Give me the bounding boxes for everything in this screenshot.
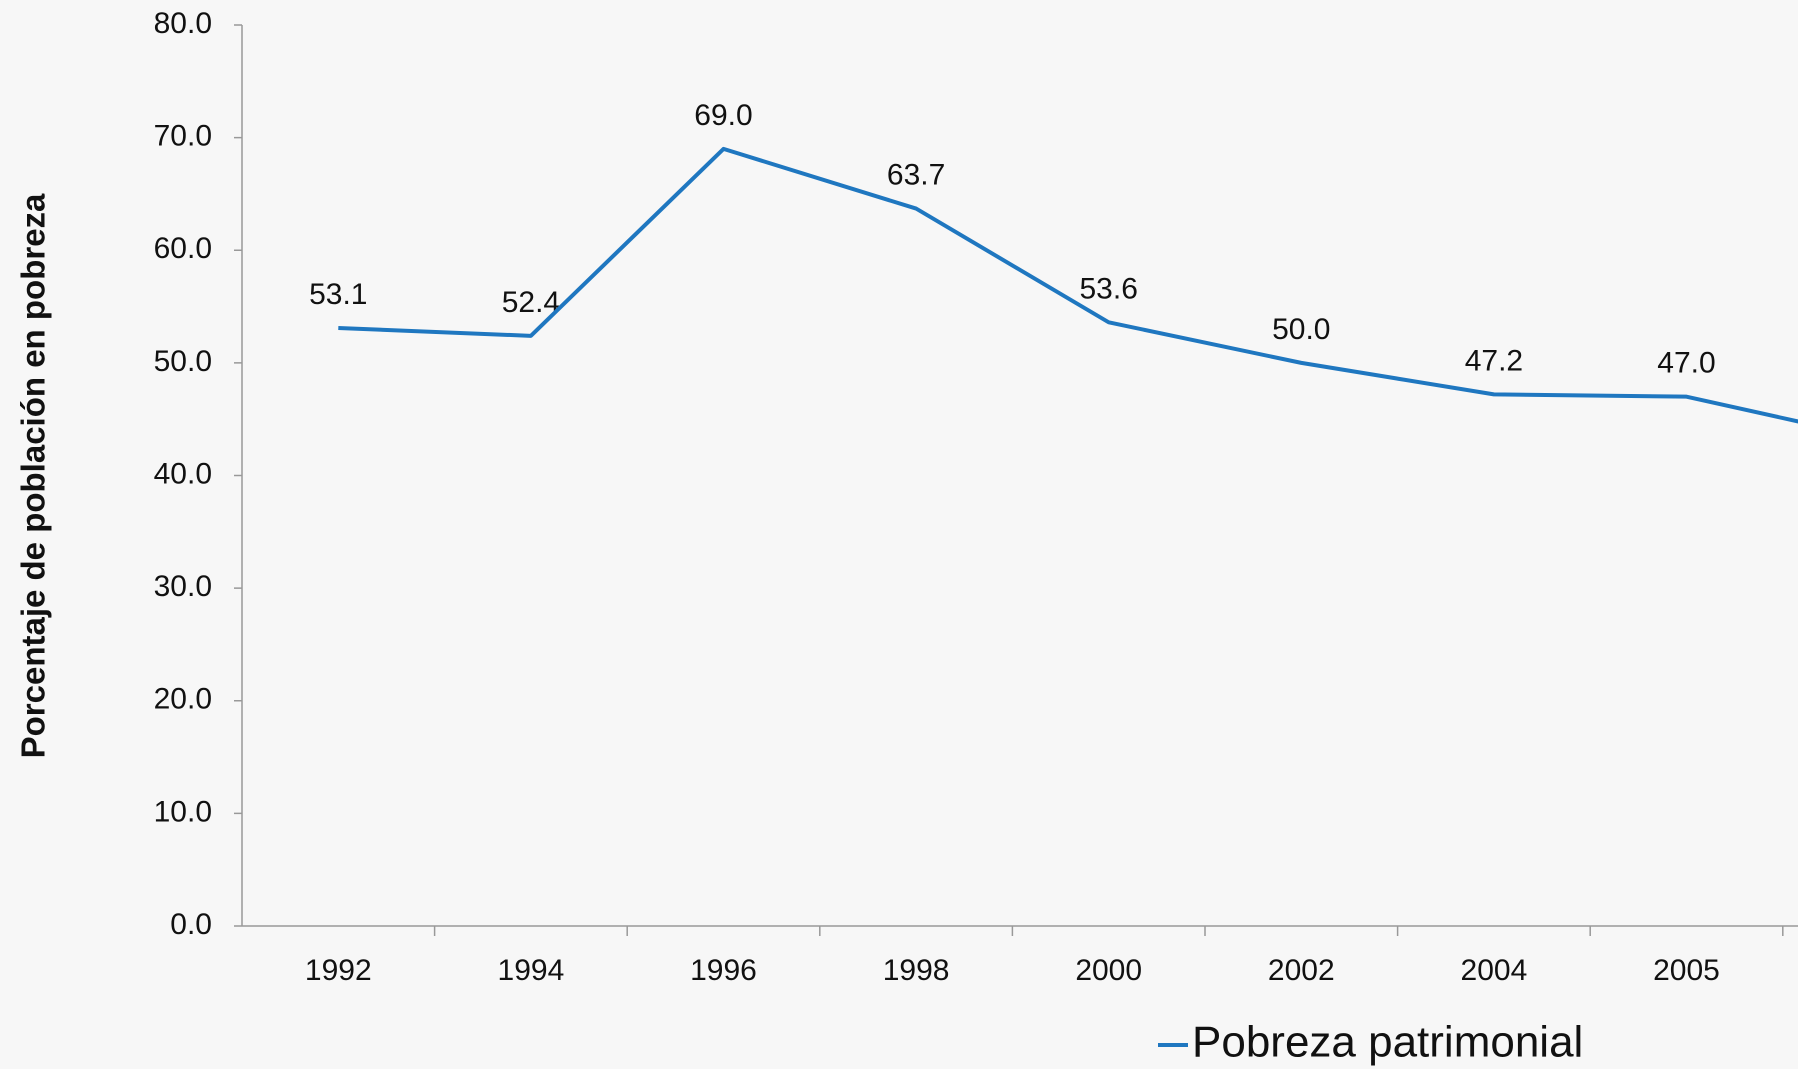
y-axis-label: Porcentaje de población en pobreza <box>15 193 52 758</box>
data-label: 53.6 <box>1080 272 1138 305</box>
data-label: 50.0 <box>1272 313 1330 346</box>
data-label: 47.2 <box>1465 344 1523 377</box>
x-tick-label: 2002 <box>1268 954 1335 987</box>
legend-label: Pobreza patrimonial <box>1192 1018 1583 1067</box>
x-tick-label: 1994 <box>498 954 565 987</box>
x-tick-label: 2000 <box>1075 954 1142 987</box>
y-tick-label: 60.0 <box>154 232 212 265</box>
y-tick-label: 20.0 <box>154 683 212 716</box>
y-tick-label: 0.0 <box>170 908 212 941</box>
x-tick-label: 2004 <box>1461 954 1528 987</box>
y-tick-label: 40.0 <box>154 457 212 490</box>
y-tick-label: 70.0 <box>154 120 212 153</box>
x-tick-label: 2005 <box>1653 954 1720 987</box>
x-tick-label: 1998 <box>883 954 950 987</box>
data-label: 63.7 <box>887 159 945 192</box>
data-label: 69.0 <box>694 99 752 132</box>
data-label: 47.0 <box>1657 347 1715 380</box>
line <box>338 146 1798 424</box>
y-tick-label: 10.0 <box>154 795 212 828</box>
x-tick-label: 1992 <box>305 954 372 987</box>
x-tick-label: 1996 <box>690 954 757 987</box>
y-tick-label: 80.0 <box>154 7 212 40</box>
data-label: 52.4 <box>502 286 560 319</box>
y-tick-label: 50.0 <box>154 345 212 378</box>
y-tick-label: 30.0 <box>154 570 212 603</box>
data-label: 53.1 <box>309 278 367 311</box>
